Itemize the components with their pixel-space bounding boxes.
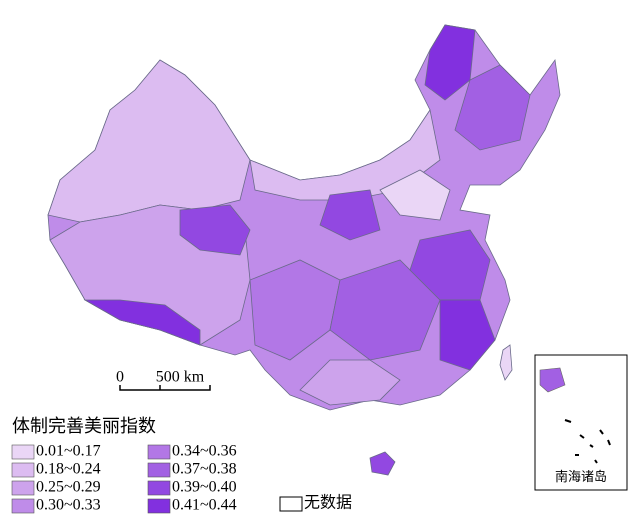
scale-end: 500 km xyxy=(156,369,205,386)
scale-bar: 0 500 km xyxy=(116,369,211,391)
island xyxy=(369,451,396,476)
inset-label: 南海诸岛 xyxy=(555,469,607,484)
legend-label: 0.37~0.38 xyxy=(172,461,237,478)
legend-label: 0.18~0.24 xyxy=(36,461,101,478)
region xyxy=(179,204,251,256)
legend-swatch xyxy=(147,498,171,514)
legend-swatch xyxy=(279,496,303,512)
region xyxy=(454,64,531,151)
legend-swatch xyxy=(147,462,171,478)
legend-swatch xyxy=(11,462,35,478)
inset-islands xyxy=(564,419,611,464)
legend-label: 0.25~0.29 xyxy=(36,479,101,496)
scale-line xyxy=(119,385,211,391)
legend-title: 体制完善美丽指数 xyxy=(12,416,156,436)
legend-label: 0.39~0.40 xyxy=(172,479,237,496)
region xyxy=(249,108,441,201)
legend-label: 0.41~0.44 xyxy=(172,497,237,514)
island xyxy=(499,344,513,381)
region xyxy=(299,359,401,406)
region xyxy=(379,169,451,221)
region xyxy=(439,299,496,371)
legend-label: 0.01~0.17 xyxy=(36,443,101,460)
legend-label: 无数据 xyxy=(304,494,352,512)
legend: 0.01~0.170.18~0.240.25~0.290.30~0.33 0.34… xyxy=(11,443,352,514)
inset-coast xyxy=(539,367,566,393)
scale-start: 0 xyxy=(116,369,124,386)
legend-swatch xyxy=(11,480,35,496)
region xyxy=(329,259,441,361)
region xyxy=(319,189,381,241)
legend-label: 0.34~0.36 xyxy=(172,443,237,460)
region xyxy=(47,59,251,223)
legend-swatch xyxy=(147,480,171,496)
legend-swatch xyxy=(11,498,35,514)
legend-label: 0.30~0.33 xyxy=(36,497,101,514)
inset: 南海诸岛 xyxy=(534,354,628,491)
map-regions xyxy=(47,24,561,476)
region xyxy=(83,299,201,346)
legend-swatch xyxy=(11,444,35,460)
legend-swatch xyxy=(147,444,171,460)
